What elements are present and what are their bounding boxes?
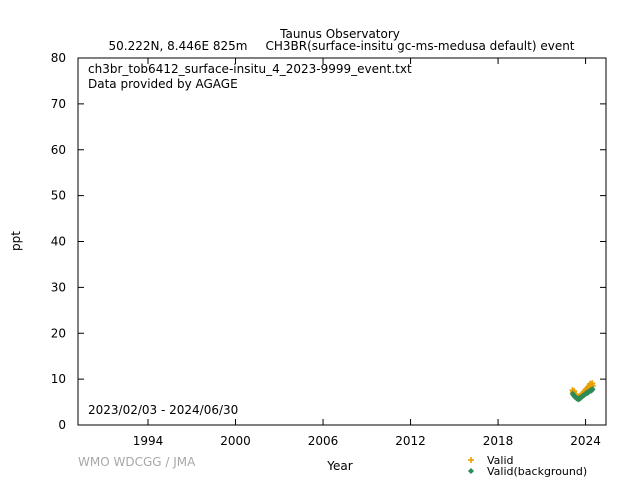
legend: Valid Valid(background) — [467, 454, 587, 478]
legend-marker-valid-background — [467, 467, 475, 475]
x-tick-label: 2018 — [483, 434, 514, 448]
x-tick-label: 2000 — [220, 434, 251, 448]
y-tick-label: 60 — [51, 143, 66, 157]
legend-label-valid: Valid — [487, 454, 514, 467]
chart-subtitle-location: 50.222N, 8.446E 825m — [109, 39, 248, 53]
credit: WMO WDCGG / JMA — [78, 455, 196, 469]
x-axis-label: Year — [326, 459, 352, 473]
y-tick-label: 20 — [51, 326, 66, 340]
legend-label-valid-background: Valid(background) — [487, 465, 587, 478]
chart-title: Taunus Observatory — [279, 27, 400, 41]
legend-marker-valid-background-symbol — [467, 467, 475, 475]
x-tick-label: 2024 — [570, 434, 601, 448]
data-points — [569, 380, 596, 403]
y-tick-label: 50 — [51, 189, 66, 203]
y-tick-label: 70 — [51, 97, 66, 111]
y-tick-labels: 0 10 20 30 40 50 60 70 80 — [51, 51, 66, 432]
y-axis-label: ppt — [9, 231, 23, 251]
chart-subtitle-species: CH3BR(surface-insitu gc-ms-medusa defaul… — [265, 39, 574, 53]
plot-frame — [77, 57, 607, 426]
data-point-valid-background — [589, 386, 596, 393]
legend-marker-valid-symbol — [468, 457, 474, 463]
y-tick-label: 10 — [51, 372, 66, 386]
x-tick-labels: 1994 2000 2006 2012 2018 2024 — [133, 434, 601, 448]
y-tick-label: 40 — [51, 235, 66, 249]
y-tick-label: 0 — [58, 418, 66, 432]
x-tick-label: 2006 — [308, 434, 339, 448]
y-tick-label: 30 — [51, 280, 66, 294]
y-tick-label: 80 — [51, 51, 66, 65]
annotation-provider: Data provided by AGAGE — [88, 77, 238, 91]
x-tick-label: 2012 — [395, 434, 426, 448]
axis-ticks — [78, 57, 606, 426]
x-tick-label: 1994 — [133, 434, 164, 448]
annotation-file: ch3br_tob6412_surface-insitu_4_2023-9999… — [88, 62, 412, 76]
annotation-date-range: 2023/02/03 - 2024/06/30 — [88, 403, 238, 417]
legend-marker-valid — [468, 457, 474, 463]
